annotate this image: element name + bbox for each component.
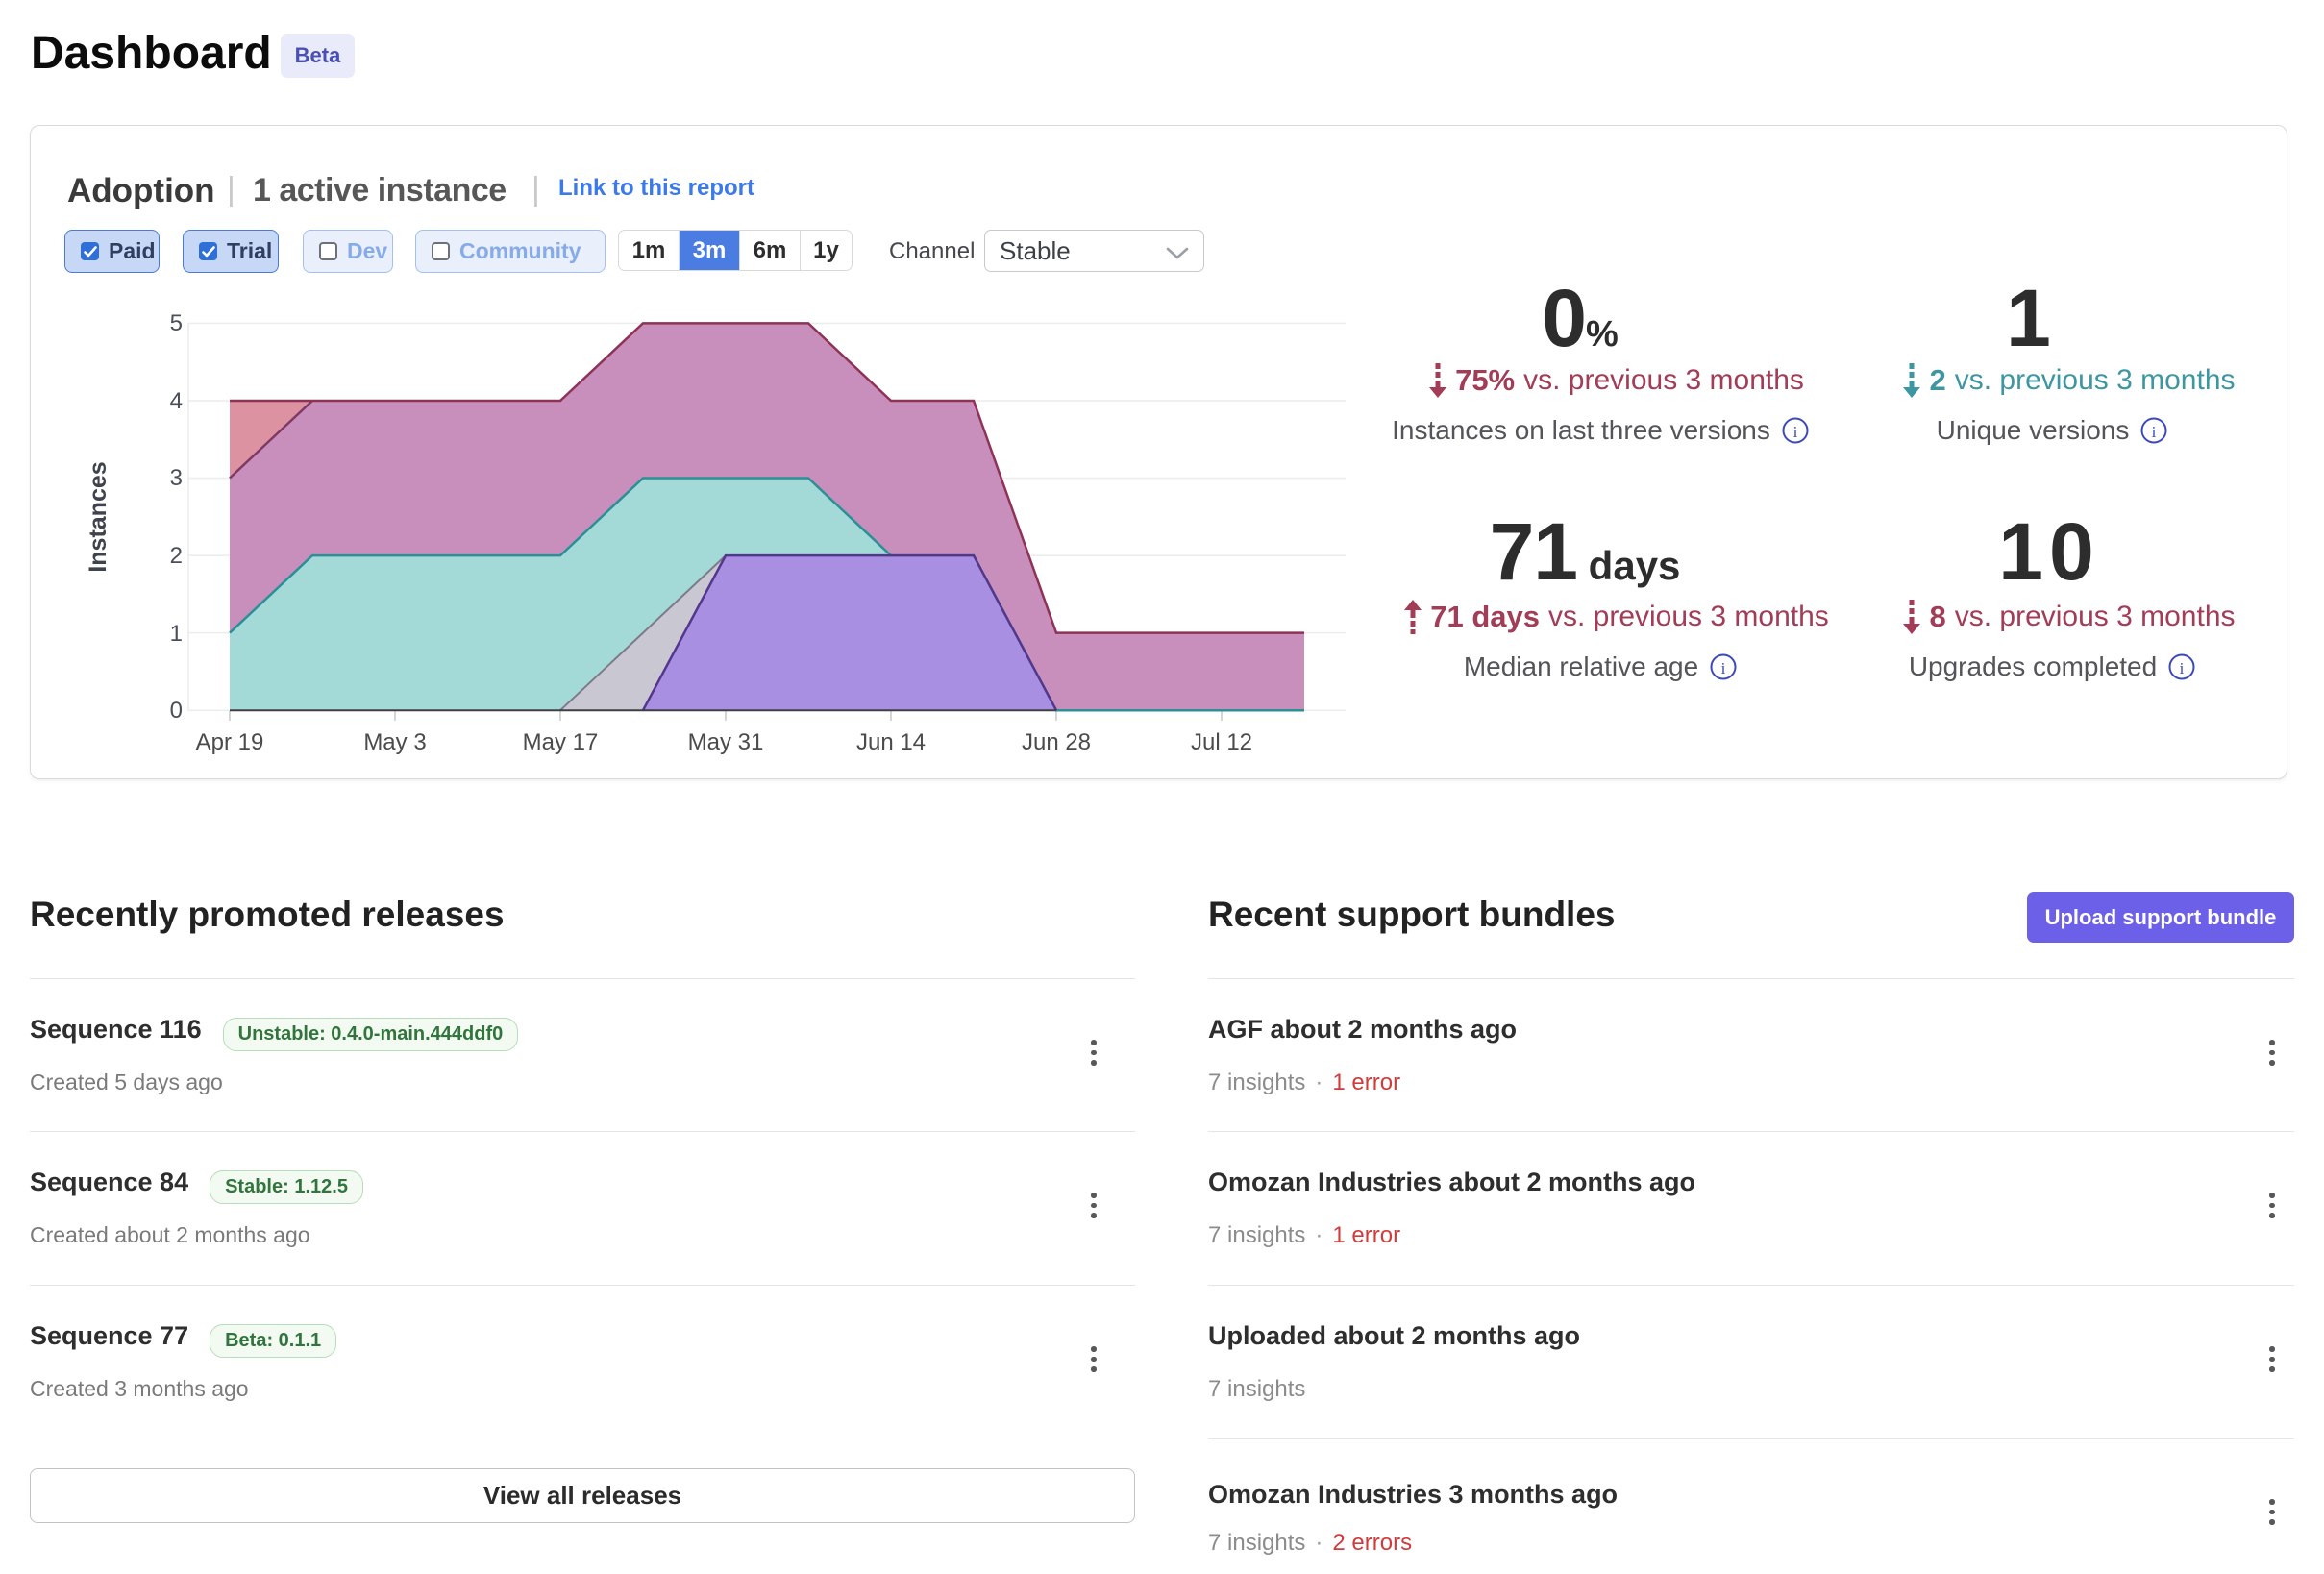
svg-text:2: 2 bbox=[170, 543, 183, 569]
svg-text:i: i bbox=[2180, 659, 2185, 677]
svg-text:i: i bbox=[2152, 423, 2157, 441]
svg-text:i: i bbox=[1793, 423, 1798, 441]
svg-text:4: 4 bbox=[170, 388, 183, 414]
svg-text:Instances: Instances bbox=[85, 461, 111, 572]
svg-text:May 3: May 3 bbox=[363, 729, 426, 755]
svg-text:May 17: May 17 bbox=[523, 729, 599, 755]
svg-text:Jun 28: Jun 28 bbox=[1022, 729, 1091, 755]
svg-text:3: 3 bbox=[170, 465, 183, 491]
svg-text:i: i bbox=[1721, 659, 1726, 677]
svg-text:5: 5 bbox=[170, 310, 183, 336]
svg-text:Jul 12: Jul 12 bbox=[1191, 729, 1252, 755]
svg-text:1: 1 bbox=[170, 621, 183, 647]
svg-text:Apr 19: Apr 19 bbox=[196, 729, 264, 755]
svg-text:Jun 14: Jun 14 bbox=[856, 729, 926, 755]
svg-text:0: 0 bbox=[170, 698, 183, 724]
svg-text:May 31: May 31 bbox=[688, 729, 764, 755]
